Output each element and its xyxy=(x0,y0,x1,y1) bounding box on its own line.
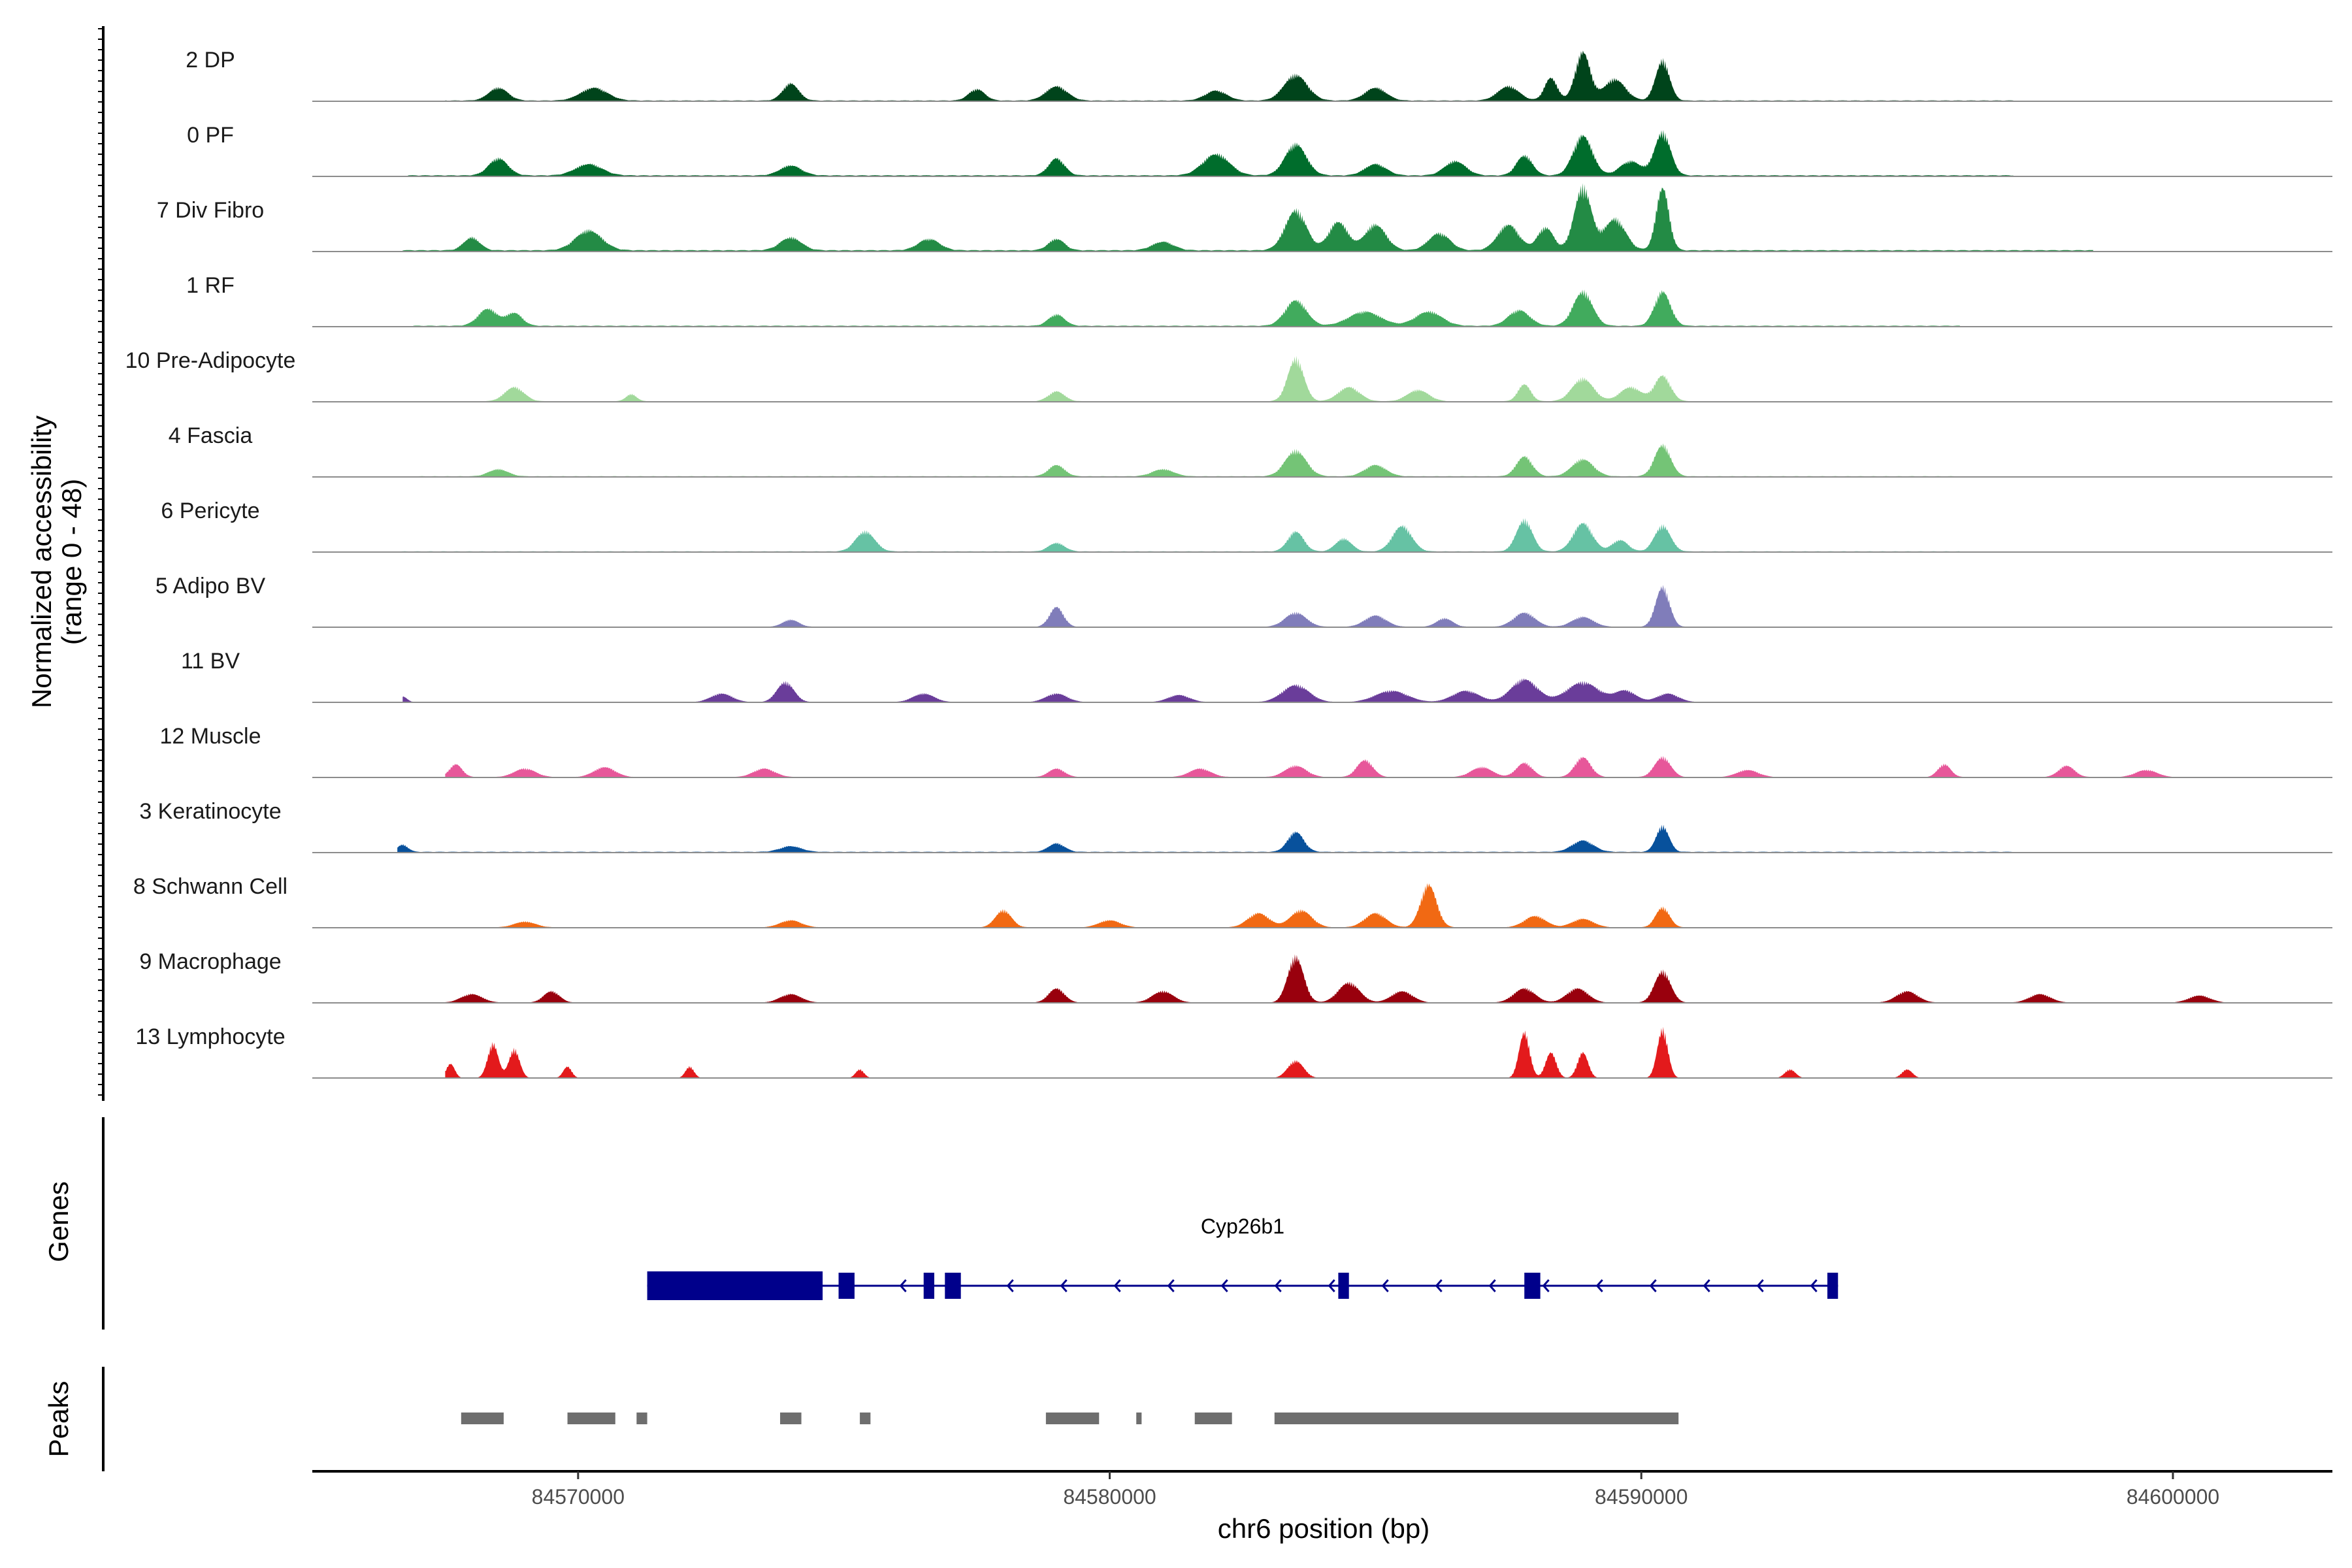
strand-arrow xyxy=(1649,1279,1657,1292)
peak-region xyxy=(860,1413,871,1424)
gene-exon xyxy=(1827,1273,1838,1299)
peak-region xyxy=(636,1413,647,1424)
track-label: 8 Schwann Cell xyxy=(133,874,287,899)
strand-arrow xyxy=(1060,1279,1068,1292)
track-signal-area xyxy=(445,1026,1993,1078)
track-label: 5 Adipo BV xyxy=(155,574,266,598)
track-signal-area xyxy=(413,289,1961,327)
track-label: 2 DP xyxy=(186,48,235,73)
x-tick-label: 84590000 xyxy=(1595,1485,1688,1509)
track-signal-area xyxy=(402,183,2093,252)
strand-arrow xyxy=(1220,1279,1228,1292)
strand-arrow xyxy=(1167,1279,1175,1292)
track-signal-area xyxy=(445,954,2237,1003)
strand-arrow xyxy=(1381,1279,1389,1292)
x-tick-label: 84570000 xyxy=(532,1485,625,1509)
strand-arrow xyxy=(1756,1279,1764,1292)
track-3-keratinocyte: 3 Keratinocyte xyxy=(139,799,2332,853)
strand-arrow xyxy=(1006,1279,1014,1292)
gene-exon xyxy=(923,1273,935,1299)
strand-arrow xyxy=(1703,1279,1710,1292)
y-axis-title: Normalized accessibility xyxy=(26,416,57,708)
track-11-bv: 11 BV xyxy=(181,649,2332,703)
accessibility-tracks: 2 DP 0 PF 7 Div Fibro 1 RF 10 Pre-Adipocyte 4… xyxy=(125,48,2332,1079)
y-axis xyxy=(98,26,105,1101)
gene-annotation-panel: Cyp26b1 xyxy=(647,1215,1838,1300)
peak-region xyxy=(780,1413,802,1424)
track-1-rf: 1 RF xyxy=(186,273,2332,327)
track-signal-area xyxy=(429,355,1976,402)
track-5-adipo-bv: 5 Adipo BV xyxy=(155,574,2332,628)
track-4-fascia: 4 Fascia xyxy=(169,423,2332,478)
track-label: 0 PF xyxy=(187,123,234,148)
track-signal-area xyxy=(418,443,1961,477)
x-axis: 84570000 84580000 84590000 84600000 xyxy=(312,1470,2332,1509)
gene-exon xyxy=(647,1271,823,1300)
peak-region xyxy=(1045,1413,1100,1424)
peak-annotation-panel xyxy=(461,1413,1679,1424)
x-tick-label: 84600000 xyxy=(2127,1485,2219,1509)
track-label: 12 Muscle xyxy=(160,724,261,749)
track-signal-area xyxy=(397,518,1961,552)
track-6-pericyte: 6 Pericyte xyxy=(161,498,2332,553)
gene-exon xyxy=(1338,1273,1349,1299)
track-signal-area xyxy=(445,883,2014,928)
track-label: 10 Pre-Adipocyte xyxy=(125,348,296,373)
peak-region xyxy=(461,1413,504,1424)
strand-arrow xyxy=(1113,1279,1121,1292)
track-label: 4 Fascia xyxy=(169,423,253,448)
strand-arrow xyxy=(1810,1279,1818,1292)
track-label: 6 Pericyte xyxy=(161,498,259,523)
gene-exon xyxy=(838,1273,855,1299)
strand-arrow xyxy=(1328,1279,1335,1292)
strand-arrow xyxy=(1435,1279,1443,1292)
track-10-pre-adipocyte: 10 Pre-Adipocyte xyxy=(125,348,2332,402)
gene-exon xyxy=(1524,1273,1541,1299)
gene-exon xyxy=(945,1273,961,1299)
y-axis-range: (range 0 - 48) xyxy=(56,479,87,645)
peak-region xyxy=(1274,1413,1679,1424)
strand-arrow xyxy=(1488,1279,1496,1292)
track-0-pf: 0 PF xyxy=(187,123,2332,177)
track-8-schwann-cell: 8 Schwann Cell xyxy=(133,874,2332,928)
x-tick-label: 84580000 xyxy=(1063,1485,1156,1509)
track-signal-area xyxy=(445,755,2215,777)
track-signal-area xyxy=(402,678,2008,702)
peaks-panel-title: Peaks xyxy=(43,1381,74,1458)
track-7-div-fibro: 7 Div Fibro xyxy=(157,183,2332,252)
track-label: 13 Lymphocyte xyxy=(135,1024,285,1049)
track-label: 3 Keratinocyte xyxy=(139,799,281,824)
track-label: 9 Macrophage xyxy=(139,949,281,974)
track-signal-area xyxy=(397,825,2014,853)
track-signal-area xyxy=(418,585,1961,627)
x-axis-title: chr6 position (bp) xyxy=(1218,1513,1430,1544)
track-label: 1 RF xyxy=(186,273,235,298)
track-signal-area xyxy=(445,50,2014,101)
track-signal-area xyxy=(408,129,2014,176)
peak-region xyxy=(1194,1413,1232,1424)
track-label: 11 BV xyxy=(181,649,240,674)
strand-arrow xyxy=(1595,1279,1603,1292)
strand-arrow xyxy=(1274,1279,1282,1292)
genes-panel-title: Genes xyxy=(43,1181,74,1262)
peak-region xyxy=(1136,1413,1142,1424)
gene-name-label: Cyp26b1 xyxy=(1201,1215,1284,1238)
track-2-dp: 2 DP xyxy=(186,48,2332,102)
strand-arrow xyxy=(1542,1279,1550,1292)
track-13-lymphocyte: 13 Lymphocyte xyxy=(135,1024,2332,1079)
track-12-muscle: 12 Muscle xyxy=(160,724,2332,778)
strand-arrow xyxy=(899,1279,907,1292)
track-9-macrophage: 9 Macrophage xyxy=(139,949,2332,1004)
track-label: 7 Div Fibro xyxy=(157,198,264,223)
peak-region xyxy=(567,1413,615,1424)
